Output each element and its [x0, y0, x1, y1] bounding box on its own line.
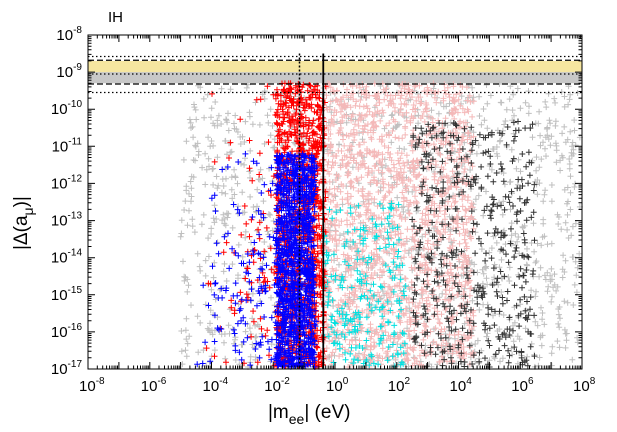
y-tick-base: 10 [51, 324, 68, 341]
x-tick-label: 106 [511, 376, 534, 395]
tick-marks [87, 35, 582, 370]
y-axis-title-main: |Δ(a [11, 215, 32, 250]
x-tick-exp: 4 [466, 376, 472, 387]
y-tick-label: 10-10 [51, 99, 83, 118]
x-tick-label: 10-6 [141, 376, 167, 395]
x-tick-base: 10 [79, 378, 96, 395]
x-tick-base: 10 [511, 378, 528, 395]
y-tick-exp: -16 [68, 322, 83, 333]
y-tick-base: 10 [51, 361, 68, 378]
series-blue-markers [194, 150, 320, 370]
y-tick-exp: -13 [68, 211, 83, 222]
x-axis-title-sub: ee [289, 411, 305, 427]
y-tick-label: 10-16 [51, 322, 83, 341]
yellow-band [88, 60, 582, 73]
y-axis-title-tail: )| [11, 196, 32, 207]
x-tick-base: 10 [450, 378, 467, 395]
series-dark-gray-markers [409, 118, 538, 370]
x-tick-base: 10 [141, 378, 158, 395]
panel-label: IH [108, 9, 123, 26]
x-axis-title-main: |m [268, 402, 289, 423]
x-tick-exp: -8 [96, 376, 105, 387]
y-axis-title-sub: μ [20, 207, 36, 215]
x-axis-title: |mee| (eV) [268, 402, 350, 427]
y-tick-exp: -8 [73, 25, 82, 36]
y-tick-base: 10 [56, 27, 73, 44]
y-tick-exp: -12 [68, 173, 83, 184]
points-layer [177, 80, 583, 370]
y-tick-label: 10-8 [56, 25, 82, 44]
x-tick-label: 104 [450, 376, 473, 395]
x-tick-exp: -2 [281, 376, 290, 387]
y-tick-label: 10-12 [51, 173, 83, 192]
y-tick-label: 10-15 [51, 285, 83, 304]
series-cyan-markers [319, 200, 409, 370]
x-tick-label: 10-2 [264, 376, 290, 395]
y-tick-base: 10 [51, 287, 68, 304]
tick-labels-layer: 10-8 10-6 10-4 10-2 100 102 104 106 10810-810-91… [51, 25, 596, 395]
bands-layer [88, 60, 582, 84]
y-tick-base: 10 [51, 175, 68, 192]
x-tick-base: 10 [203, 378, 220, 395]
x-tick-base: 10 [573, 378, 590, 395]
x-tick-base: 10 [264, 378, 281, 395]
y-tick-base: 10 [51, 250, 68, 267]
x-tick-base: 10 [388, 378, 405, 395]
x-tick-exp: 0 [343, 376, 349, 387]
y-tick-exp: -14 [68, 248, 83, 259]
x-tick-exp: -4 [219, 376, 228, 387]
x-tick-label: 10-4 [203, 376, 229, 395]
x-tick-base: 10 [326, 378, 343, 395]
y-axis-title: |Δ(aμ)| [11, 196, 36, 250]
y-tick-base: 10 [52, 138, 69, 155]
y-tick-label: 10-9 [56, 62, 82, 81]
y-tick-exp: -9 [73, 62, 82, 73]
y-tick-exp: -17 [68, 359, 83, 370]
y-tick-base: 10 [51, 213, 68, 230]
x-tick-label: 10-8 [79, 376, 105, 395]
y-tick-exp: -10 [68, 99, 83, 110]
series-blue [194, 150, 320, 370]
x-tick-exp: 2 [404, 376, 410, 387]
y-tick-exp: -11 [68, 136, 82, 147]
y-tick-label: 10-17 [51, 359, 83, 378]
ticks-layer [87, 35, 582, 370]
y-tick-label: 10-13 [51, 211, 83, 230]
y-tick-exp: -15 [68, 285, 83, 296]
y-tick-base: 10 [56, 64, 73, 81]
x-tick-label: 100 [326, 376, 349, 395]
x-tick-label: 108 [573, 376, 596, 395]
y-tick-base: 10 [51, 101, 68, 118]
x-tick-exp: -6 [157, 376, 166, 387]
x-tick-label: 102 [388, 376, 411, 395]
series-cyan [319, 200, 409, 370]
x-tick-exp: 8 [590, 376, 596, 387]
reference-lines-layer [88, 53, 582, 369]
x-axis-title-tail: | (eV) [304, 402, 350, 423]
y-tick-label: 10-14 [51, 248, 83, 267]
x-tick-exp: 6 [528, 376, 534, 387]
y-tick-label: 10-11 [52, 136, 83, 155]
series-dark-gray [409, 118, 538, 370]
